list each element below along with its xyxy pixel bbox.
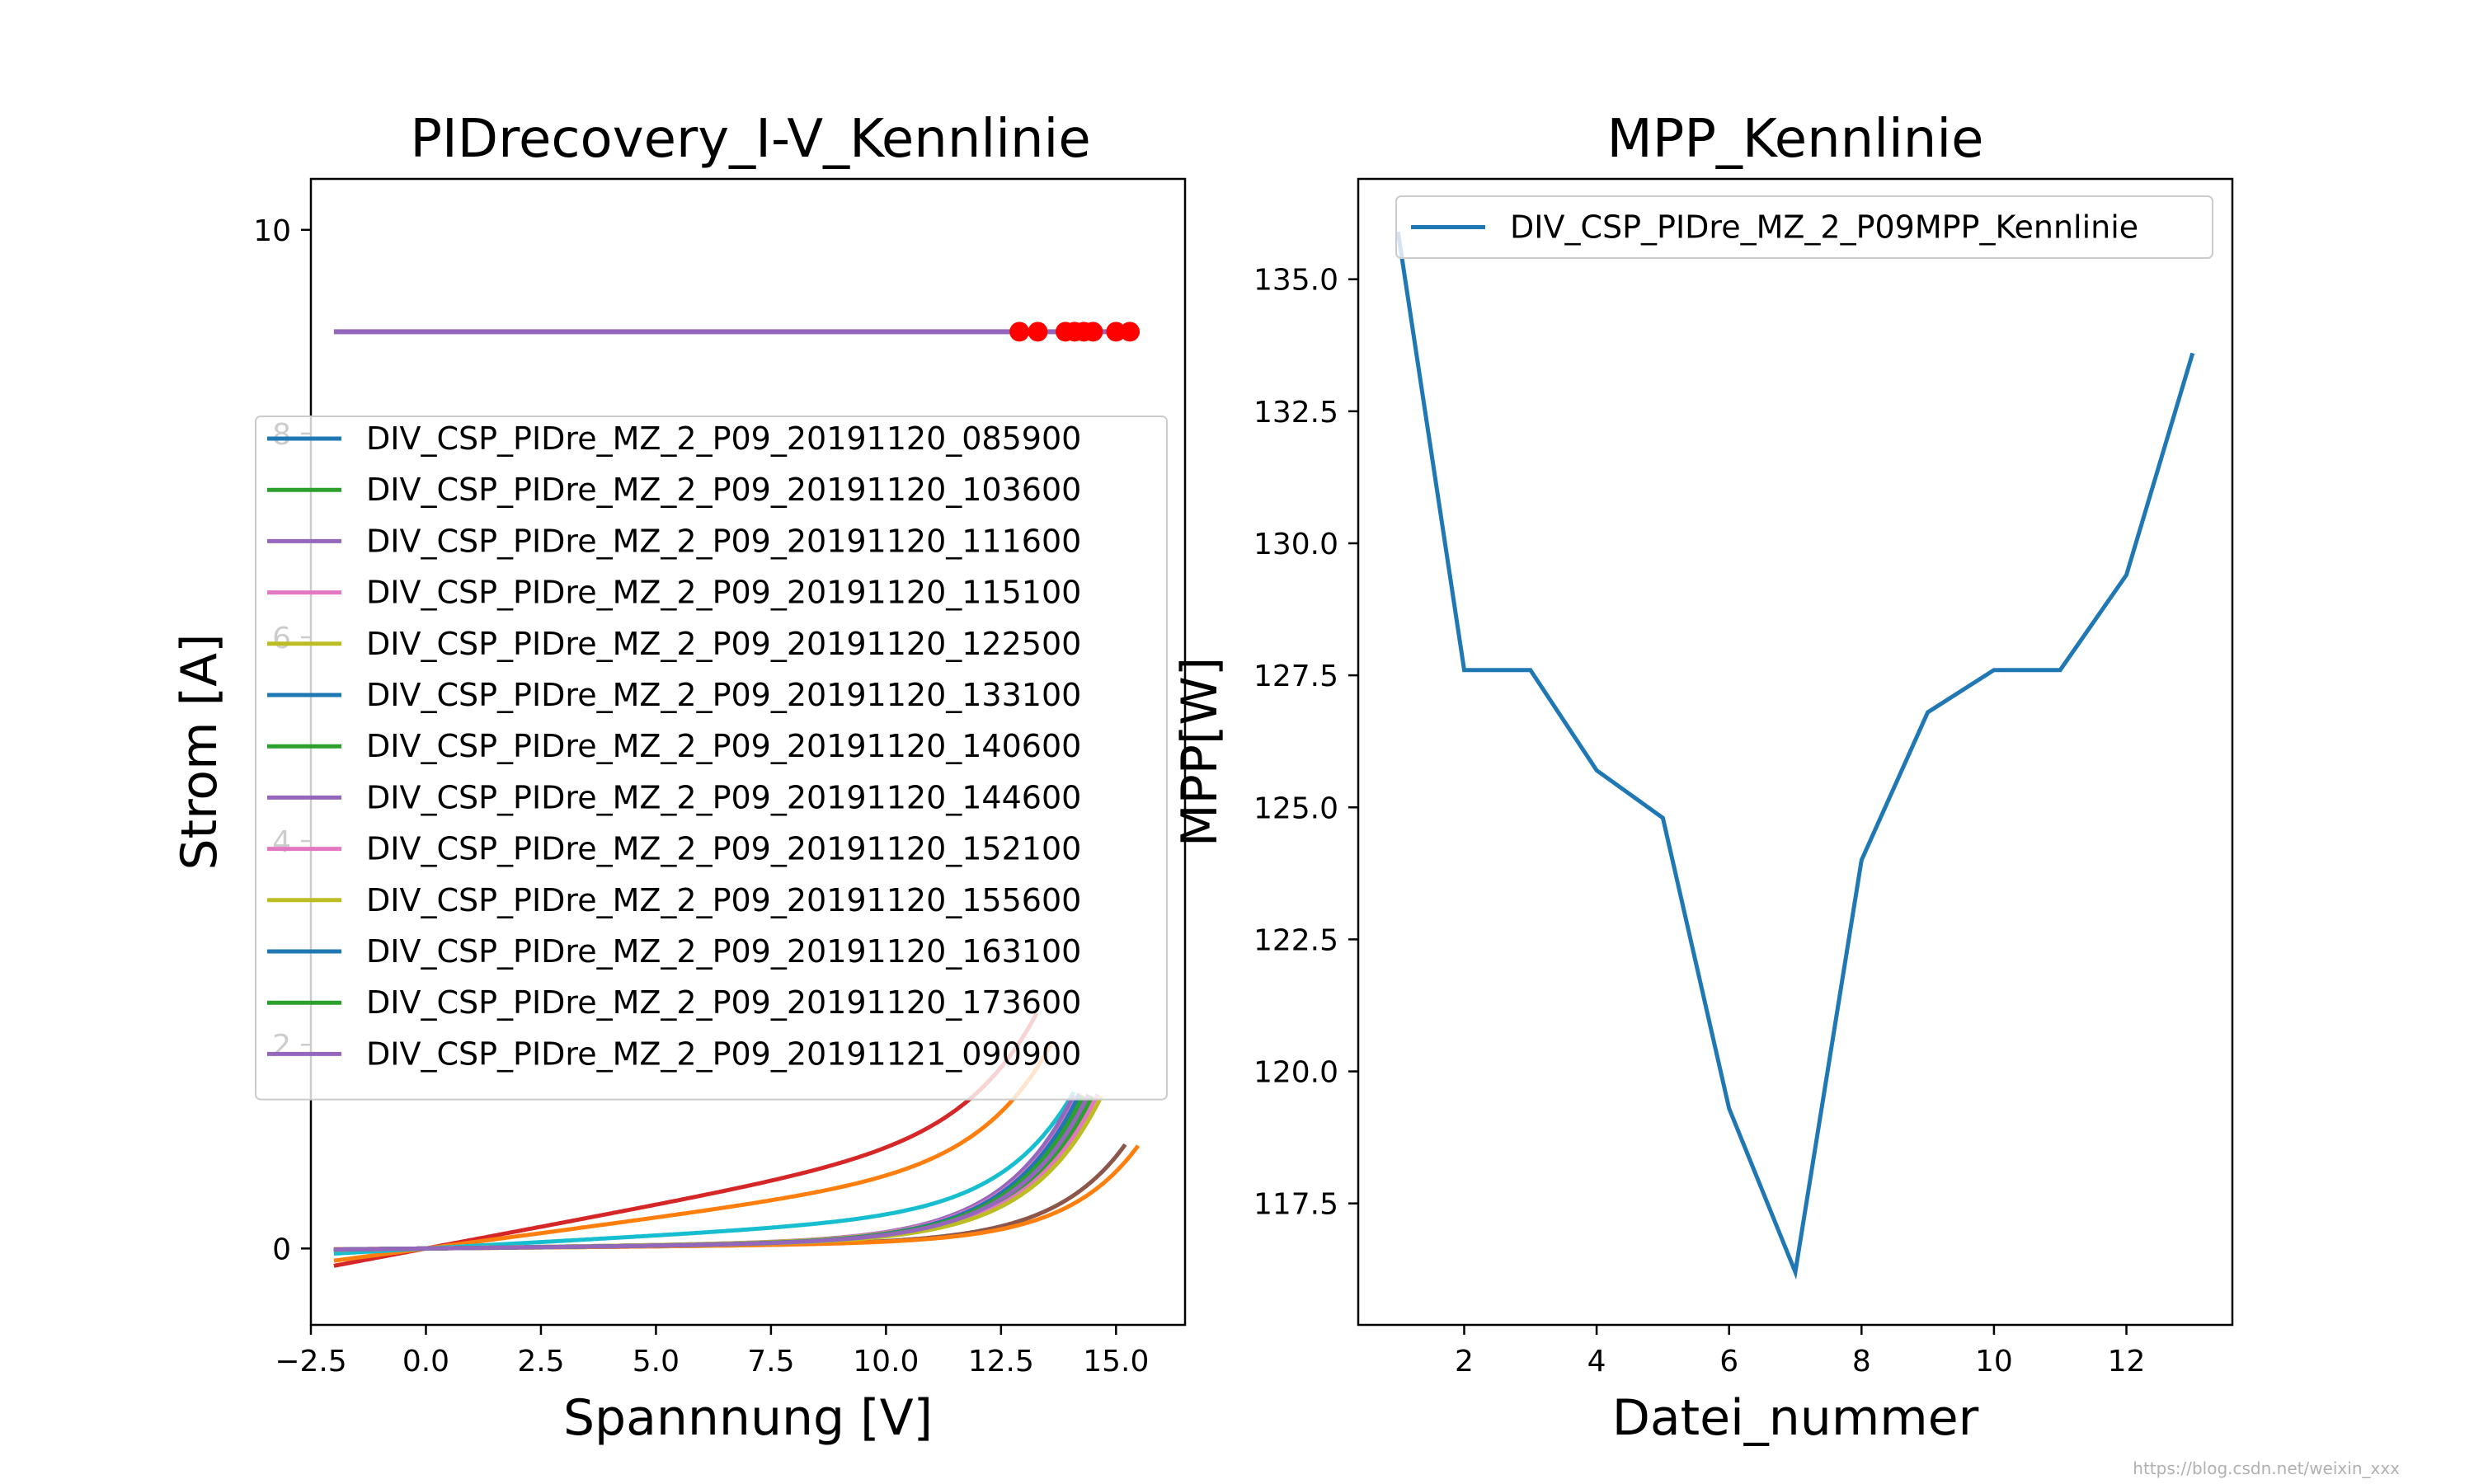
iv-legend-box [255,416,1168,1101]
iv-mpp-marker-0 [1009,322,1030,342]
iv-xtick-label-7: 15.0 [1083,1345,1149,1378]
iv-legend-label-7: DIV_CSP_PIDre_MZ_2_P09_20191120_144600 [366,779,1081,815]
iv-legend: DIV_CSP_PIDre_MZ_2_P09_20191120_085900 DI… [255,416,1168,1101]
iv-curve-extra-2 [333,1091,1076,1256]
iv-legend-label-5: DIV_CSP_PIDre_MZ_2_P09_20191120_133100 [366,677,1081,713]
iv-curve-0 [333,1093,1081,1252]
iv-legend-label-6: DIV_CSP_PIDre_MZ_2_P09_20191120_140600 [366,728,1081,764]
mpp-legend-label: DIV_CSP_PIDre_MZ_2_P09MPP_Kennlinie [1510,209,2138,246]
iv-mpp-marker-6 [1106,322,1126,342]
mpp-chart-title: MPP_Kennlinie [1607,109,1984,170]
iv-mpp-marker-7 [1120,322,1141,342]
mpp-plot-frame [1357,177,2234,1327]
mpp-y-axis-label: MPP[W] [1171,657,1229,847]
iv-legend-label-2: DIV_CSP_PIDre_MZ_2_P09_20191120_111600 [366,523,1081,559]
iv-xtick-label-5: 10.0 [853,1345,919,1378]
iv-curve-3 [333,1092,1081,1252]
iv-curve-12 [333,1093,1091,1252]
iv-curves [333,1012,1141,1268]
watermark: https://blog.csdn.net/weixin_xxx [2133,1458,2400,1478]
mpp-ytick-label-3: 125.0 [1253,791,1338,825]
iv-legend-label-1: DIV_CSP_PIDre_MZ_2_P09_20191120_103600 [366,472,1081,508]
iv-legend-label-10: DIV_CSP_PIDre_MZ_2_P09_20191120_163100 [366,933,1081,970]
iv-legend-label-3: DIV_CSP_PIDre_MZ_2_P09_20191120_115100 [366,575,1081,611]
mpp-x-axis-label: Datei_nummer [1612,1389,1979,1447]
iv-curve-10 [333,1093,1081,1252]
iv-chart-title: PIDrecovery_I-V_Kennlinie [410,109,1090,170]
iv-curve-1 [333,1095,1085,1252]
iv-xtick-label-1: 0.0 [402,1345,449,1378]
iv-curve-9 [333,1095,1103,1252]
mpp-xtick-label-0: 2 [1455,1345,1474,1378]
iv-ytick-label-5: 10 [253,214,291,248]
iv-x-axis-label: Spannnung [V] [563,1389,933,1447]
iv-legend-label-9: DIV_CSP_PIDre_MZ_2_P09_20191120_155600 [366,882,1081,918]
iv-y-axis-label: Strom [A] [171,633,228,870]
mpp-xtick-label-5: 12 [2108,1345,2146,1378]
iv-xtick-label-4: 7.5 [747,1345,794,1378]
iv-legend-label-12: DIV_CSP_PIDre_MZ_2_P09_20191121_090900 [366,1036,1081,1072]
iv-curve-2 [333,1094,1076,1252]
mpp-line [1395,231,2195,1280]
iv-legend-label-8: DIV_CSP_PIDre_MZ_2_P09_20191120_152100 [366,831,1081,867]
iv-curve-extra-1 [333,1042,1054,1263]
iv-chart: PIDrecovery_I-V_Kennlinie −2.5 0.0 2.5 5.0 7… [171,109,1187,1447]
iv-mpp-marker-1 [1028,322,1048,342]
mpp-ytick-label-1: 120.0 [1253,1056,1338,1090]
mpp-ytick-label-5: 130.0 [1253,528,1338,561]
mpp-ytick-label-7: 135.0 [1253,264,1338,298]
mpp-series [1395,231,2195,1280]
iv-curve-8 [333,1093,1100,1252]
mpp-xtick-label-2: 6 [1719,1345,1738,1378]
iv-legend-label-0: DIV_CSP_PIDre_MZ_2_P09_20191120_085900 [366,420,1081,457]
iv-xtick-label-6: 12.5 [968,1345,1034,1378]
mpp-ytick-label-2: 122.5 [1253,923,1338,957]
iv-xtick-label-3: 5.0 [633,1345,680,1378]
mpp-legend: DIV_CSP_PIDre_MZ_2_P09MPP_Kennlinie [1395,195,2213,259]
iv-xtick-label-0: −2.5 [275,1345,346,1378]
iv-curve-5 [333,1093,1091,1252]
mpp-legend-box [1395,195,2213,259]
mpp-x-ticks: 2 4 6 8 10 12 [1455,1325,2145,1378]
iv-legend-label-4: DIV_CSP_PIDre_MZ_2_P09_20191120_122500 [366,626,1081,662]
mpp-ytick-label-6: 132.5 [1253,396,1338,430]
mpp-ytick-label-0: 117.5 [1253,1188,1338,1222]
iv-mpp-markers [1009,322,1141,342]
iv-ytick-label-0: 0 [272,1233,291,1266]
iv-curve-7 [333,1093,1091,1252]
mpp-y-ticks: 117.5 120.0 122.5 125.0 127.5 130.0 132.5 135.0 [1253,264,1358,1222]
iv-mpp-marker-5 [1083,322,1103,342]
iv-x-ticks: −2.5 0.0 2.5 5.0 7.5 10.0 12.5 15.0 [275,1325,1149,1378]
iv-curve-11 [333,1095,1085,1252]
iv-curve-6 [333,1095,1094,1252]
iv-xtick-label-2: 2.5 [517,1345,564,1378]
iv-curve-4 [333,1094,1085,1252]
mpp-ytick-label-4: 127.5 [1253,660,1338,693]
mpp-chart: MPP_Kennlinie 2 4 6 8 10 12 117.5 120.0 122.5 12… [1171,109,2234,1447]
mpp-xtick-label-3: 8 [1852,1345,1871,1378]
mpp-xtick-label-4: 10 [1975,1345,2013,1378]
mpp-xtick-label-1: 4 [1587,1345,1606,1378]
iv-legend-label-11: DIV_CSP_PIDre_MZ_2_P09_20191120_173600 [366,984,1081,1021]
